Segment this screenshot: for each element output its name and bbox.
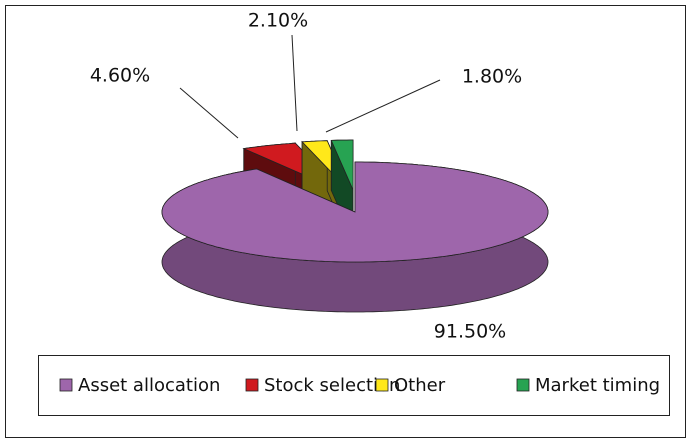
slice xyxy=(330,139,354,191)
legend-swatch xyxy=(245,378,259,392)
data-label: 1.80% xyxy=(462,66,522,88)
leader-line xyxy=(179,87,239,139)
legend-label: Stock selection xyxy=(264,375,400,396)
data-labels: 91.50% 4.60% 2.10% 1.80% xyxy=(90,10,522,343)
data-label: 91.50% xyxy=(434,321,506,343)
legend-label: Market timing xyxy=(535,375,660,396)
legend-swatch xyxy=(375,378,389,392)
legend-label: Other xyxy=(394,375,446,396)
legend-box xyxy=(38,355,670,416)
pie xyxy=(161,139,549,313)
leader-line xyxy=(325,79,441,133)
data-label: 4.60% xyxy=(90,65,150,87)
leader-line xyxy=(291,34,298,132)
slice xyxy=(161,161,549,263)
legend-swatch xyxy=(516,378,530,392)
legend-swatch xyxy=(59,378,73,392)
legend-label: Asset allocation xyxy=(78,375,220,396)
data-label: 2.10% xyxy=(248,10,308,32)
